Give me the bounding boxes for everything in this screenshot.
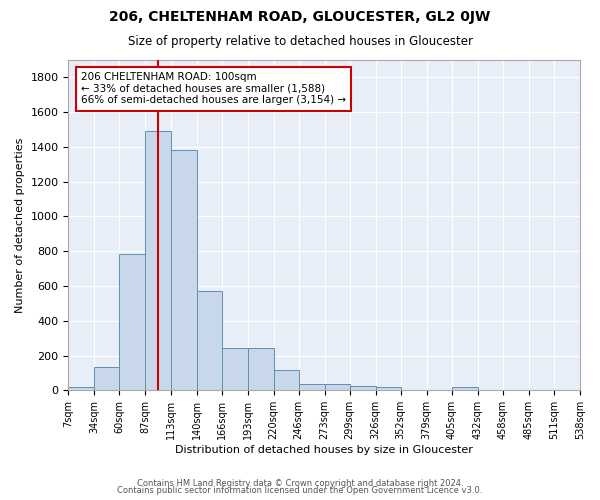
Bar [376,387,401,390]
Bar [274,370,299,390]
Text: 206 CHELTENHAM ROAD: 100sqm
← 33% of detached houses are smaller (1,588)
66% of : 206 CHELTENHAM ROAD: 100sqm ← 33% of det… [81,72,346,106]
Bar [248,348,274,391]
Bar [94,367,119,390]
Text: Contains HM Land Registry data © Crown copyright and database right 2024.: Contains HM Land Registry data © Crown c… [137,478,463,488]
Bar [350,386,376,390]
Text: Contains public sector information licensed under the Open Government Licence v3: Contains public sector information licen… [118,486,482,495]
Y-axis label: Number of detached properties: Number of detached properties [15,138,25,313]
Bar [68,387,94,390]
Bar [145,132,170,390]
Bar [325,384,350,390]
X-axis label: Distribution of detached houses by size in Gloucester: Distribution of detached houses by size … [175,445,473,455]
Bar [452,387,478,390]
Bar [221,348,248,391]
Bar [299,384,325,390]
Text: Size of property relative to detached houses in Gloucester: Size of property relative to detached ho… [128,35,473,48]
Text: 206, CHELTENHAM ROAD, GLOUCESTER, GL2 0JW: 206, CHELTENHAM ROAD, GLOUCESTER, GL2 0J… [109,10,491,24]
Bar [119,254,145,390]
Bar [197,291,221,390]
Bar [170,150,197,390]
